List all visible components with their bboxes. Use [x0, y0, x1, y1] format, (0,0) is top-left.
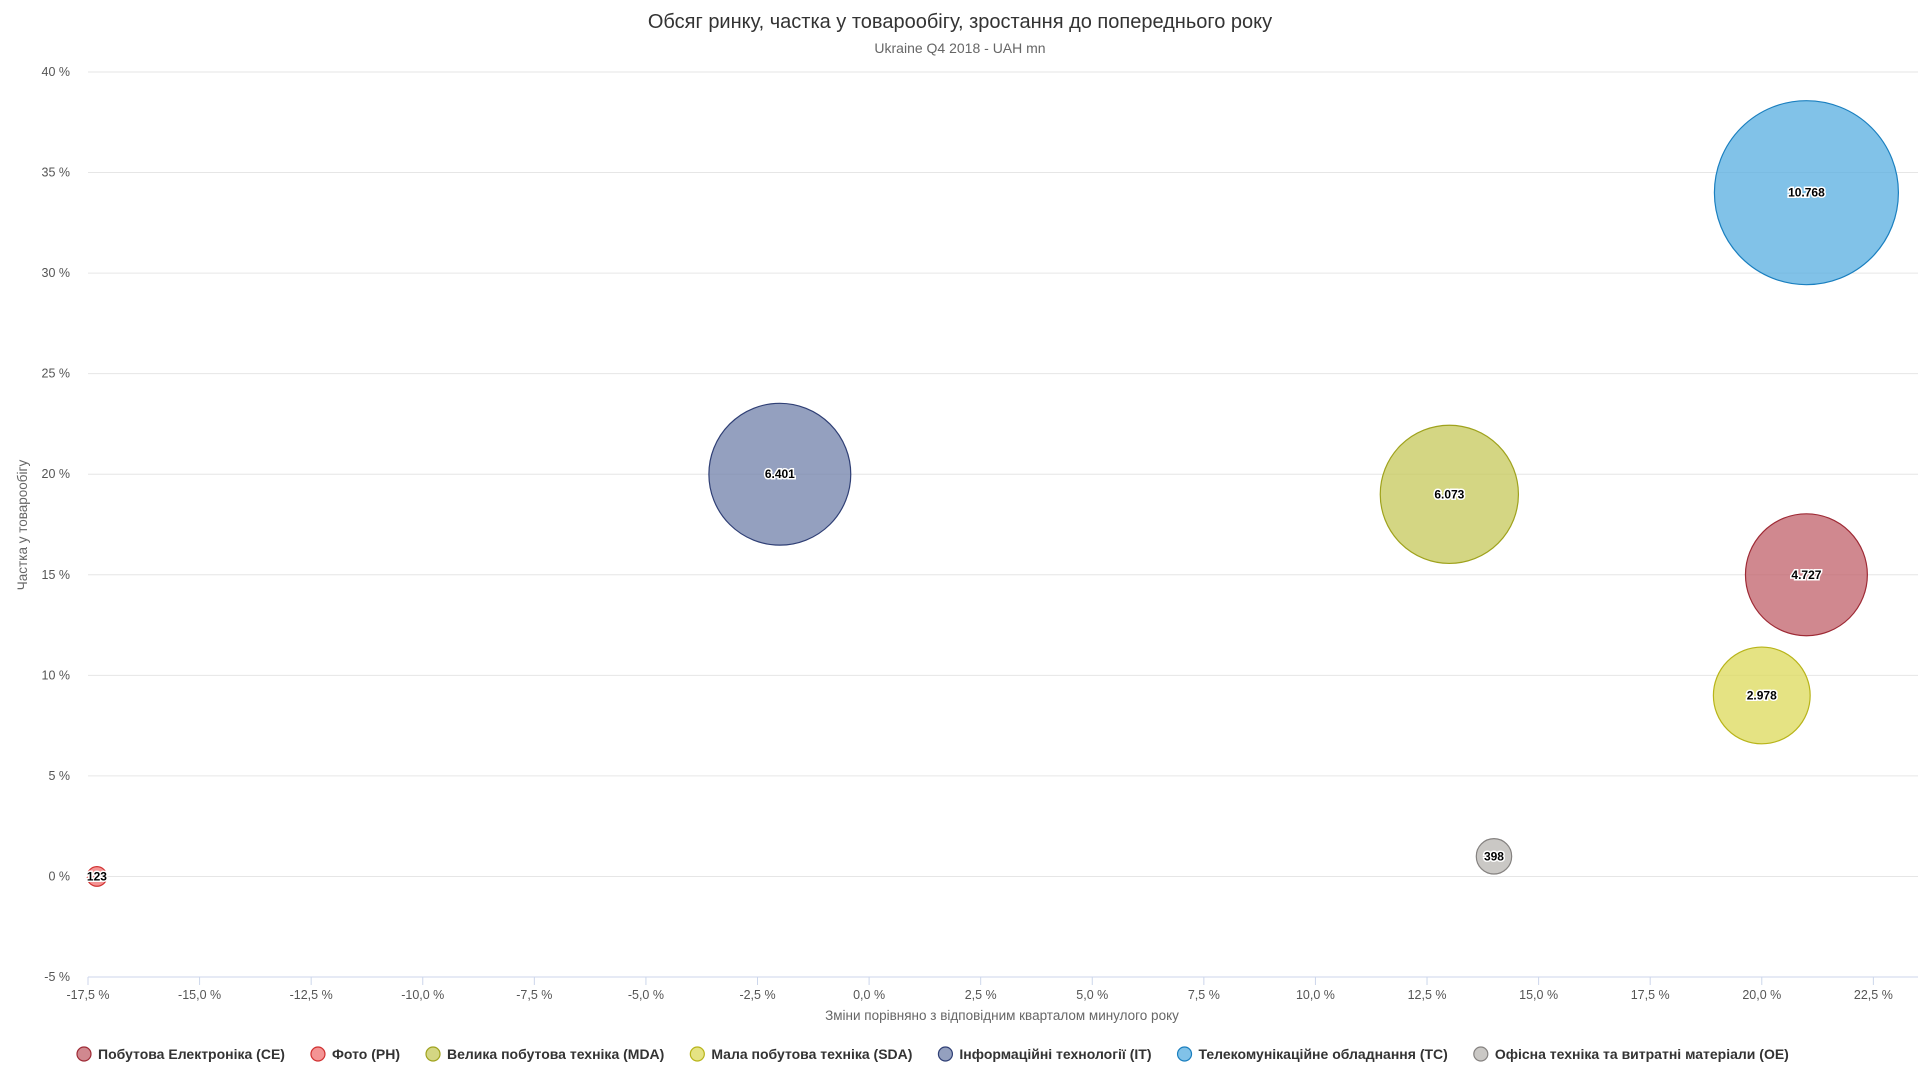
legend-item[interactable]: Побутова Електроніка (CE): [76, 1046, 285, 1062]
bubble-value-label: 123: [87, 869, 107, 883]
legend-marker: [76, 1046, 92, 1062]
bubble-value-label: 10.768: [1788, 186, 1825, 200]
legend-item[interactable]: Фото (PH): [310, 1046, 400, 1062]
legend-item[interactable]: Офісна техніка та витратні матеріали (OE…: [1473, 1046, 1789, 1062]
x-tick-label: -17,5 %: [66, 988, 109, 1002]
y-tick-label: 30 %: [42, 266, 71, 280]
x-tick-label: 2,5 %: [965, 988, 997, 1002]
legend-marker: [1473, 1046, 1489, 1062]
x-tick-label: 20,0 %: [1742, 988, 1781, 1002]
bubble-value-label: 6.401: [765, 467, 795, 481]
bubble-value-label: 398: [1484, 849, 1504, 863]
bubble-labels: 4.727 123 6.073 2.978 6.401 10.768 398: [85, 184, 1826, 885]
x-tick-label: 22,5 %: [1854, 988, 1893, 1002]
bubble[interactable]: [1475, 838, 1513, 875]
y-tick-label: -5 %: [44, 970, 70, 984]
y-tick-label: 0 %: [48, 869, 70, 883]
legend-label: Велика побутова техніка (MDA): [447, 1046, 664, 1062]
y-tick-label: 40 %: [42, 65, 71, 79]
x-axis: -17,5 % -15,0 % -12,5 % -10,0 % -7,5 % -5,0 %…: [66, 976, 1918, 1002]
bubble[interactable]: [708, 402, 852, 546]
bubble[interactable]: [1379, 424, 1520, 565]
x-tick-label: -12,5 %: [290, 988, 333, 1002]
legend-label: Інформаційні технології (IT): [959, 1046, 1151, 1062]
y-axis: -5 % 0 % 5 % 10 % 15 % 20 % 25 % 30 % 35 % 40 %: [42, 65, 71, 984]
legend-label: Фото (PH): [332, 1046, 400, 1062]
x-tick-label: -2,5 %: [739, 988, 775, 1002]
bubble[interactable]: [1744, 513, 1868, 637]
x-tick-label: 5,0 %: [1076, 988, 1108, 1002]
legend-item[interactable]: Телекомунікаційне обладнання (TC): [1176, 1046, 1448, 1062]
bubble-value-label: 2.978: [1747, 688, 1777, 702]
x-tick-label: 10,0 %: [1296, 988, 1335, 1002]
y-tick-label: 35 %: [42, 166, 71, 180]
x-tick-label: 12,5 %: [1408, 988, 1447, 1002]
y-axis-title: Частка у товарообігу: [15, 460, 30, 591]
x-tick-label: 17,5 %: [1631, 988, 1670, 1002]
chart-title: Обсяг ринку, частка у товарообігу, зрост…: [648, 11, 1272, 33]
y-tick-label: 10 %: [42, 668, 71, 682]
grid-lines: [88, 71, 1918, 978]
x-tick-label: -15,0 %: [178, 988, 221, 1002]
bubble[interactable]: [1712, 646, 1811, 745]
legend-marker: [689, 1046, 705, 1062]
legend-marker: [937, 1046, 954, 1062]
x-tick-label: 7,5 %: [1188, 988, 1220, 1002]
legend-item[interactable]: Інформаційні технології (IT): [937, 1046, 1152, 1062]
x-tick-label: -10,0 %: [401, 988, 444, 1002]
legend-item[interactable]: Мала побутова техніка (SDA): [689, 1046, 912, 1062]
x-axis-title: Зміни порівняно з відповідним кварталом …: [825, 1008, 1179, 1023]
legend: Побутова Електроніка (CE) Фото (PH) Велика…: [76, 1046, 1789, 1062]
chart-subtitle: Ukraine Q4 2018 - UAH mn: [874, 40, 1045, 56]
legend-label: Побутова Електроніка (CE): [98, 1046, 285, 1062]
y-tick-label: 20 %: [42, 467, 71, 481]
legend-label: Мала побутова техніка (SDA): [711, 1046, 912, 1062]
x-tick-label: 0,0 %: [853, 988, 885, 1002]
legend-marker: [425, 1046, 441, 1062]
legend-marker: [1176, 1046, 1193, 1062]
x-tick-label: -7,5 %: [516, 988, 552, 1002]
x-tick-label: -5,0 %: [628, 988, 664, 1002]
bubble-value-label: 4.727: [1791, 568, 1821, 582]
x-tick-label: 15,0 %: [1519, 988, 1558, 1002]
legend-label: Офісна техніка та витратні матеріали (OE…: [1495, 1046, 1789, 1062]
bubble-value-label: 6.073: [1434, 487, 1464, 501]
y-tick-label: 5 %: [48, 769, 70, 783]
bubble[interactable]: [1713, 100, 1900, 286]
y-tick-label: 15 %: [42, 568, 71, 582]
legend-marker: [310, 1046, 326, 1062]
legend-item[interactable]: Велика побутова техніка (MDA): [425, 1046, 664, 1062]
legend-label: Телекомунікаційне обладнання (TC): [1199, 1046, 1448, 1062]
bubbles: [86, 100, 1900, 887]
y-tick-label: 25 %: [42, 367, 71, 381]
bubble[interactable]: [86, 866, 108, 887]
